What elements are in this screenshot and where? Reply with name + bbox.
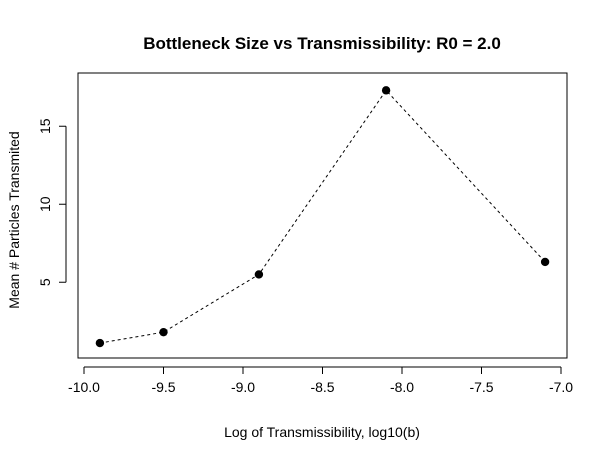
chart-title: Bottleneck Size vs Transmissibility: R0 … <box>143 34 501 53</box>
plot-frame <box>77 72 568 359</box>
x-tick-label: -10.0 <box>68 379 100 395</box>
data-point <box>540 257 550 267</box>
data-point <box>381 86 391 95</box>
y-axis: 5 10 15 <box>37 118 67 286</box>
x-tick-label: -9.5 <box>151 379 175 395</box>
series-line <box>99 89 546 344</box>
x-axis: -10.0 -9.5 -9.0 -8.5 -8.0 -7.5 -7.0 <box>68 366 573 395</box>
y-tick-label: 15 <box>37 118 53 134</box>
x-tick-label: -8.5 <box>310 379 334 395</box>
y-tick-label: 10 <box>37 196 53 212</box>
x-axis-label: Log of Transmissibility, log10(b) <box>224 424 420 440</box>
x-tick-label: -7.5 <box>469 379 493 395</box>
data-point <box>95 338 105 348</box>
data-point <box>159 327 168 337</box>
series <box>95 86 550 348</box>
x-tick-label: -7.0 <box>549 379 573 395</box>
data-point <box>254 270 264 279</box>
x-tick-label: -9.0 <box>231 379 255 395</box>
y-axis-label: Mean # Particles Transmited <box>6 131 22 308</box>
x-tick-label: -8.0 <box>390 379 414 395</box>
y-tick-label: 5 <box>37 278 53 286</box>
